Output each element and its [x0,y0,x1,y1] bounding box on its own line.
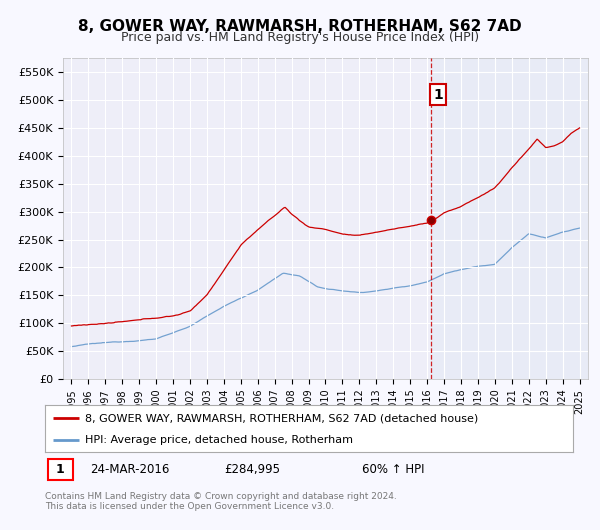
Text: £284,995: £284,995 [224,463,281,476]
Text: 1: 1 [56,463,65,476]
Text: 1: 1 [433,87,443,102]
Text: 8, GOWER WAY, RAWMARSH, ROTHERHAM, S62 7AD: 8, GOWER WAY, RAWMARSH, ROTHERHAM, S62 7… [78,19,522,33]
Text: HPI: Average price, detached house, Rotherham: HPI: Average price, detached house, Roth… [85,435,353,445]
Text: Contains HM Land Registry data © Crown copyright and database right 2024.
This d: Contains HM Land Registry data © Crown c… [45,492,397,511]
Text: 60% ↑ HPI: 60% ↑ HPI [362,463,424,476]
Bar [47,459,73,480]
Text: 8, GOWER WAY, RAWMARSH, ROTHERHAM, S62 7AD (detached house): 8, GOWER WAY, RAWMARSH, ROTHERHAM, S62 7… [85,413,478,423]
Text: 24-MAR-2016: 24-MAR-2016 [90,463,169,476]
Bar [431,58,588,379]
Text: Price paid vs. HM Land Registry's House Price Index (HPI): Price paid vs. HM Land Registry's House … [121,31,479,44]
